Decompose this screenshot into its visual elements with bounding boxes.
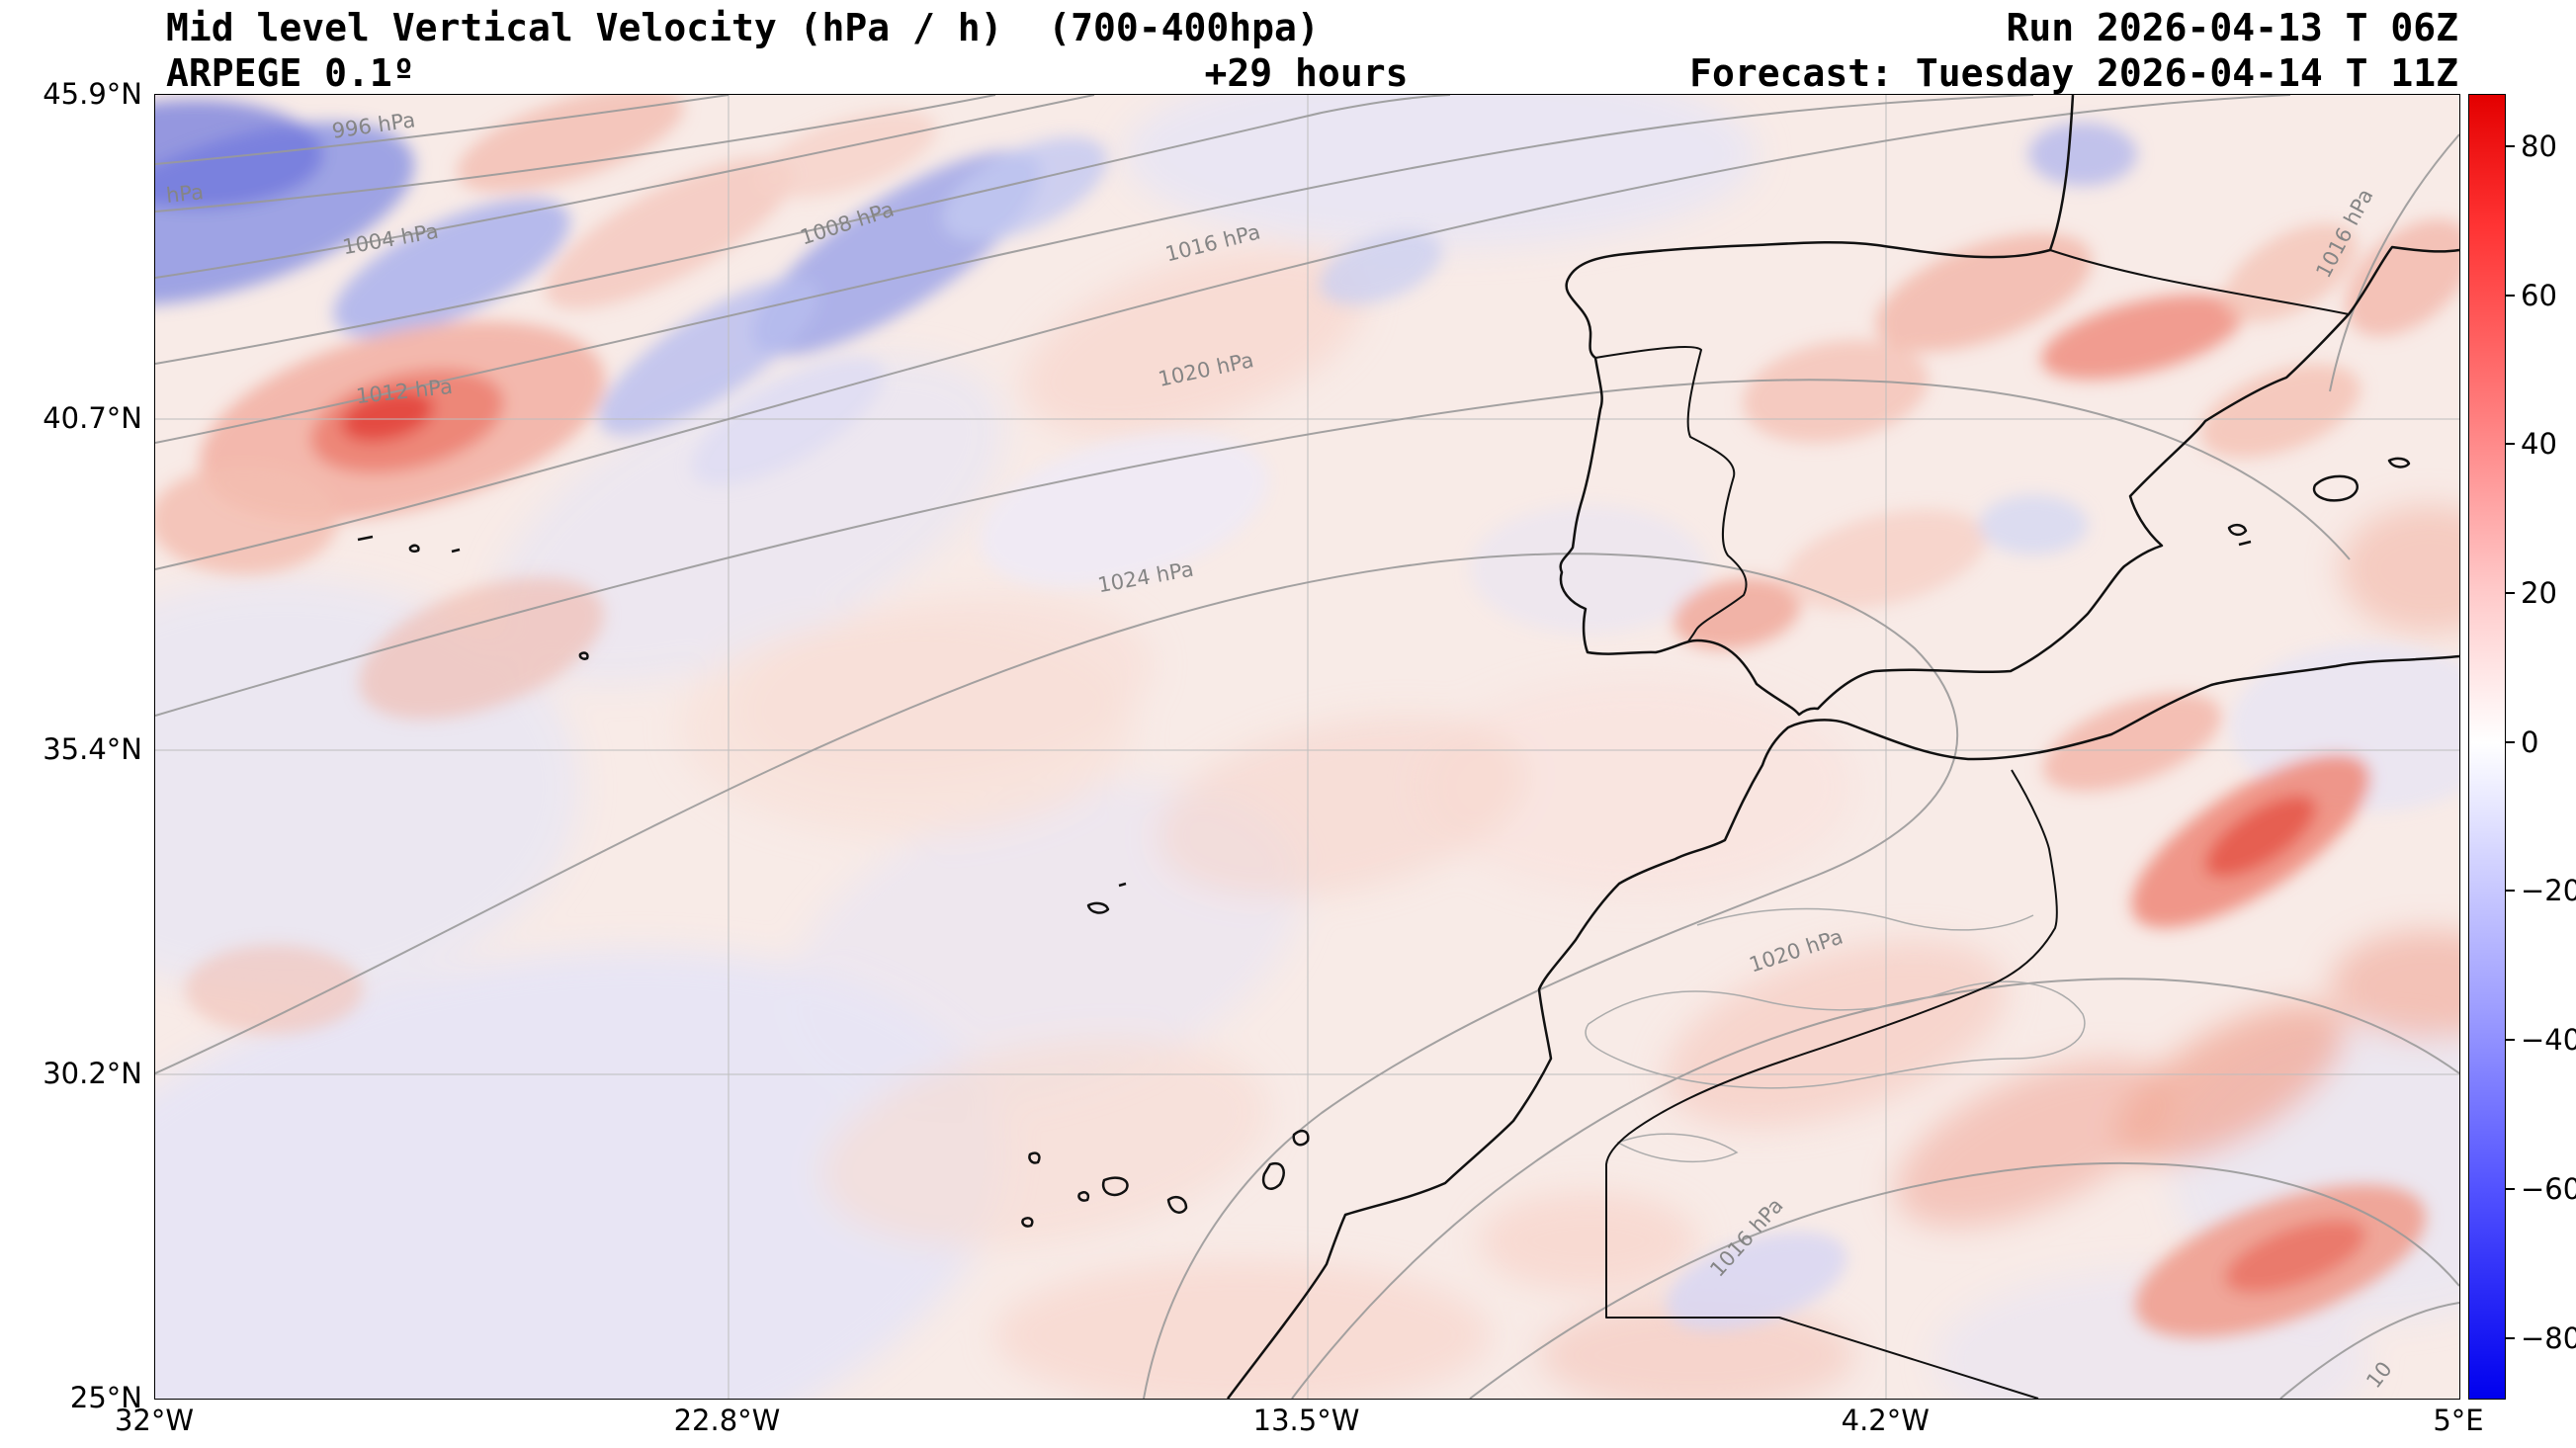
lat-tick-label: 25°N: [69, 1381, 142, 1414]
colorbar-tick: −80: [2506, 1321, 2576, 1355]
colorbar-tick-label: −80: [2521, 1320, 2576, 1355]
vertical-velocity-field-patches: [155, 95, 2459, 1399]
colorbar-tick: −60: [2506, 1172, 2576, 1206]
coastlines: [357, 95, 2459, 1399]
colorbar-tick-mark: [2506, 443, 2515, 446]
colorbar-tick-mark: [2506, 1187, 2515, 1190]
map-canvas: [155, 95, 2459, 1399]
isobar-contours: [155, 95, 2459, 1399]
lat-tick-label: 35.4°N: [43, 731, 142, 766]
colorbar: [2468, 94, 2506, 1400]
colorbar-tick-mark: [2506, 740, 2515, 743]
colorbar-tick-label: −20: [2521, 874, 2576, 908]
colorbar-tick-label: 60: [2521, 278, 2557, 312]
colorbar-ticks: 80 60 40 20 0 −20 −40 −60 −80: [2506, 94, 2576, 1398]
lon-tick-label: 4.2°W: [1841, 1404, 1930, 1437]
vertical-velocity-field-cores: [155, 95, 2459, 1338]
latitude-axis: 45.9°N 40.7°N 35.4°N 30.2°N 25°N: [0, 77, 146, 1414]
colorbar-tick-label: −40: [2521, 1023, 2576, 1058]
colorbar-tick-label: −60: [2521, 1171, 2576, 1206]
weather-map: 996 hPa hPa 1004 hPa 1008 hPa 1016 hPa 1020 h…: [154, 94, 2460, 1400]
forecast-label: Forecast: Tuesday 2026-04-14 T 11Z: [1689, 51, 2458, 95]
grid-lines: [155, 95, 2459, 1399]
lat-tick-label: 40.7°N: [43, 401, 142, 436]
colorbar-tick-label: 20: [2521, 575, 2557, 610]
run-label: Run 2026-04-13 T 06Z: [2006, 6, 2458, 49]
colorbar-tick-mark: [2506, 1039, 2515, 1042]
colorbar-tick: −40: [2506, 1023, 2576, 1057]
lon-tick-label: 22.8°W: [673, 1404, 781, 1437]
colorbar-tick-mark: [2506, 1336, 2515, 1339]
page-title: Mid level Vertical Velocity (hPa / h) (7…: [166, 6, 1320, 49]
country-borders: [1594, 249, 2350, 1399]
colorbar-tick: 20: [2506, 576, 2557, 610]
longitude-axis: 32°W 22.8°W 13.5°W 4.2°W 5°E: [115, 1404, 2484, 1439]
colorbar-tick-mark: [2506, 144, 2515, 147]
lon-tick-label: 13.5°W: [1252, 1404, 1360, 1437]
colorbar-tick-mark: [2506, 890, 2515, 893]
lat-tick-label: 45.9°N: [43, 77, 142, 111]
colorbar-tick-mark: [2506, 294, 2515, 297]
model-label: ARPEGE 0.1º: [166, 51, 415, 95]
colorbar-tick: −20: [2506, 874, 2576, 907]
colorbar-tick: 0: [2506, 725, 2538, 759]
terrain-contours: [1585, 907, 2086, 1163]
colorbar-tick-label: 40: [2521, 427, 2557, 462]
colorbar-tick: 80: [2506, 129, 2557, 163]
lead-time-label: +29 hours: [1204, 51, 1409, 95]
lat-tick-label: 30.2°N: [43, 1056, 142, 1090]
colorbar-tick-mark: [2506, 591, 2515, 594]
colorbar-tick: 60: [2506, 279, 2557, 312]
colorbar-tick: 40: [2506, 427, 2557, 461]
colorbar-tick-label: 80: [2521, 128, 2557, 163]
lon-tick-label: 5°E: [2433, 1404, 2484, 1437]
colorbar-tick-label: 0: [2521, 724, 2539, 759]
lon-tick-label: 32°W: [114, 1404, 195, 1437]
